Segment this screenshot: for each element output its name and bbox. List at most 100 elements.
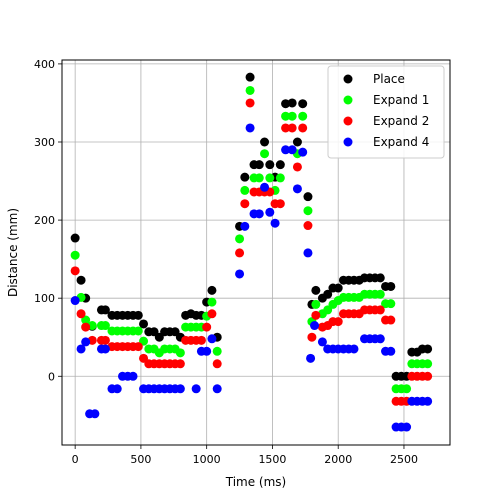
point-place [275, 160, 285, 170]
point-expand-2 [275, 199, 285, 209]
legend: Place Expand 1 Expand 2 Expand 4 [327, 65, 445, 159]
point-expand-2 [235, 248, 245, 258]
point-place [260, 137, 270, 147]
point-place [281, 99, 291, 109]
point-place [333, 283, 343, 293]
point-expand-1 [260, 149, 270, 159]
point-expand-2 [333, 317, 343, 327]
point-expand-4 [317, 337, 327, 347]
point-expand-4 [112, 384, 122, 394]
point-expand-2 [196, 335, 206, 345]
x-axis-label: Time (ms) [225, 475, 287, 489]
point-expand-1 [281, 111, 291, 121]
point-place [265, 160, 275, 170]
point-expand-2 [298, 123, 308, 133]
point-expand-4 [402, 422, 412, 432]
point-expand-2 [386, 315, 396, 325]
point-expand-1 [254, 173, 264, 183]
point-expand-4 [306, 353, 316, 363]
point-expand-4 [386, 346, 396, 356]
point-expand-2 [207, 309, 217, 319]
point-expand-2 [375, 305, 385, 315]
point-expand-4 [423, 396, 433, 406]
point-expand-2 [311, 310, 321, 320]
point-expand-2 [245, 98, 255, 108]
point-expand-2 [307, 332, 317, 342]
point-expand-1 [402, 384, 412, 394]
point-place [298, 99, 308, 109]
point-expand-2 [281, 123, 291, 133]
x-tick-label: 2500 [390, 453, 418, 466]
point-expand-1 [212, 346, 222, 356]
legend-label: Expand 1 [373, 93, 429, 107]
x-tick-label: 1000 [193, 453, 221, 466]
point-place [323, 289, 333, 299]
y-tick-label: 0 [48, 370, 55, 383]
point-expand-4 [270, 218, 280, 228]
point-expand-1 [175, 348, 185, 358]
point-expand-2 [212, 359, 222, 369]
point-expand-1 [311, 299, 321, 309]
legend-label: Expand 4 [373, 135, 429, 149]
point-expand-4 [207, 334, 217, 344]
point-expand-4 [292, 184, 302, 194]
point-expand-2 [423, 371, 433, 381]
legend-box [327, 65, 445, 159]
point-place [303, 192, 313, 202]
point-expand-4 [100, 344, 110, 354]
point-place [207, 285, 217, 295]
legend-label: Place [373, 72, 405, 86]
point-place [287, 98, 297, 108]
point-expand-2 [303, 221, 313, 231]
point-expand-4 [310, 321, 320, 331]
legend-marker [343, 74, 353, 84]
point-place [70, 233, 80, 243]
point-expand-1 [298, 111, 308, 121]
point-place [375, 273, 385, 283]
point-expand-4 [349, 344, 359, 354]
data-points [70, 72, 433, 432]
point-expand-4 [128, 371, 138, 381]
point-expand-2 [81, 322, 91, 332]
point-expand-1 [386, 299, 396, 309]
plot-area-frame [61, 59, 451, 446]
x-tick-label: 1500 [258, 453, 286, 466]
x-tick-label: 0 [72, 453, 79, 466]
point-place [133, 310, 143, 320]
legend-marker [343, 137, 353, 147]
point-expand-4 [254, 209, 264, 219]
point-expand-4 [240, 221, 250, 231]
point-expand-4 [245, 123, 255, 133]
point-place [100, 305, 110, 315]
point-expand-1 [287, 111, 297, 121]
axis-ticks: 0 500 1000 1500 2000 2500 0 100 200 300 400 [34, 58, 418, 466]
y-tick-label: 400 [34, 58, 55, 71]
point-expand-1 [235, 234, 245, 244]
point-place [245, 72, 255, 82]
point-expand-1 [303, 206, 313, 216]
legend-label: Expand 2 [373, 114, 429, 128]
point-expand-1 [275, 173, 285, 183]
point-expand-2 [76, 309, 86, 319]
point-expand-1 [245, 85, 255, 95]
y-axis-label: Distance (mm) [6, 208, 20, 297]
point-place [139, 319, 149, 329]
point-expand-1 [375, 289, 385, 299]
point-expand-4 [76, 344, 86, 354]
point-expand-1 [423, 359, 433, 369]
point-expand-4 [212, 384, 222, 394]
point-expand-4 [281, 145, 291, 155]
point-expand-4 [191, 384, 201, 394]
point-place [76, 275, 86, 285]
y-tick-label: 300 [34, 136, 55, 149]
point-expand-2 [175, 359, 185, 369]
point-expand-4 [260, 182, 270, 192]
point-expand-1 [240, 185, 250, 195]
point-place [423, 344, 433, 354]
point-expand-1 [133, 326, 143, 336]
point-expand-1 [81, 315, 91, 325]
point-expand-4 [90, 409, 100, 419]
point-place [240, 172, 250, 182]
point-expand-4 [175, 384, 185, 394]
